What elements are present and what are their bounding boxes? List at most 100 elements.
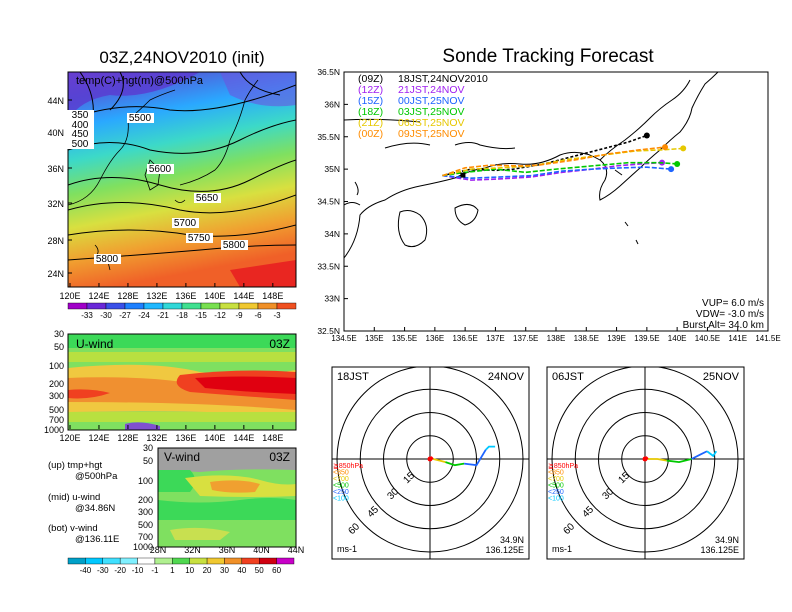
v-y-tick-label: 100 [138, 476, 153, 486]
track-lon-tick-label: 139.5E [634, 334, 659, 343]
sonde-tracks [442, 132, 687, 181]
contour-label-bg [147, 164, 174, 174]
hodograph-lon: 136.125E [485, 545, 524, 555]
hodograph-date: 24NOV [488, 371, 525, 383]
track-lon-tick-label: 138.5E [574, 334, 599, 343]
contour-label-text: 5600 [149, 164, 172, 175]
param-line: Burst Alt= 34.0 km [683, 320, 764, 331]
contour-label-bg [172, 218, 199, 228]
legend-text: 18JST,24NOV2010 [398, 73, 488, 85]
track-line-4 [442, 147, 684, 177]
track-lon-tick-label: 135.5E [392, 334, 417, 343]
u-wind-field [68, 334, 296, 430]
legend-key: (15Z) [358, 95, 383, 107]
u-y-tick-label: 500 [49, 405, 64, 415]
contour-label-text: 400 [72, 120, 89, 131]
u-wind-label: U-wind [76, 337, 113, 351]
legend-key: (21Z) [358, 117, 383, 129]
lon-tick-label: 128E [117, 291, 138, 301]
hodograph-segment [691, 450, 708, 460]
hodograph-legend-item: ≧850hPa [548, 463, 578, 470]
map-frame [67, 71, 297, 288]
track-legend: (09Z) 18JST,24NOV2010 (12Z) 21JST,24NOV (15Z… [358, 73, 488, 140]
map-lat-ticks: 44N 40N 36N 32N 28N 24N [47, 96, 72, 279]
contour-label: 5600 [147, 164, 174, 175]
lon-tick-label: 144E [233, 291, 254, 301]
hodograph-time: 06JST [552, 371, 584, 383]
lon-tick-label: 124E [88, 433, 109, 443]
track-lat-ticks: 36.5N 36N 35.5N 35N 34.5N 34N 33.5N 33N 32.5N [317, 67, 348, 336]
track-lon-tick-label: 140.5E [695, 334, 720, 343]
colorbar-label: -30 [100, 311, 112, 320]
lon-tick-label: 148E [262, 433, 283, 443]
v-y-tick-label: 500 [138, 520, 153, 530]
hodograph-origin [427, 456, 433, 462]
note-title: (up) tmp+hgt [48, 460, 102, 471]
track-lon-tick-label: 140E [668, 334, 687, 343]
legend-key: (00Z) [358, 128, 383, 140]
contour-label-text: 5650 [196, 193, 219, 204]
u-wind-frame [67, 333, 297, 431]
v-x-tick-label: 44N [288, 545, 305, 555]
lon-tick-label: 132E [146, 291, 167, 301]
contour-label-bg [127, 113, 154, 123]
hodograph-legend-item: <100 [548, 496, 564, 503]
hodograph-time: 18JST [337, 371, 369, 383]
lon-tick-label: 124E [88, 291, 109, 301]
v-wind-field [158, 448, 296, 547]
wind-colorbar: -40 -30 -20 -10 -1 1 10 20 30 40 50 60 [67, 557, 295, 575]
track-lon-tick-label: 138E [547, 334, 566, 343]
contour-label: 5500 [127, 113, 154, 124]
legend-key: (18Z) [358, 106, 383, 118]
hodograph-segment [666, 458, 692, 464]
u-y-tick-label: 700 [49, 415, 64, 425]
track-lat-tick-label: 35N [324, 164, 340, 174]
hodograph-unit: ms-1 [337, 544, 357, 554]
lat-tick-label: 44N [47, 96, 64, 106]
lon-tick-label: 128E [117, 433, 138, 443]
track-lon-ticks: 134.5E 135E 135.5E 136E 136.5E 137E 137.5E 138E… [331, 327, 781, 343]
colorbar-cell [257, 302, 278, 310]
track-line-5 [442, 146, 666, 177]
colorbar-cell [172, 557, 190, 565]
colorbar-label: 10 [185, 566, 194, 575]
hodograph-legend-item: <500 [333, 483, 349, 490]
hodograph-origin [642, 456, 648, 462]
v-x-tick-label: 32N [184, 545, 201, 555]
colorbar-cell [181, 302, 202, 310]
lon-tick-label: 132E [146, 433, 167, 443]
contour-label: 5800 [221, 240, 248, 251]
hodograph-unit: ms-1 [552, 544, 572, 554]
hodograph-segment [463, 449, 487, 467]
u-y-tick-label: 30 [54, 329, 64, 339]
v-y-tick-label: 30 [143, 443, 153, 453]
track-end-point [668, 166, 675, 173]
contour-label-text: 450 [72, 129, 89, 140]
colorbar-cell [276, 302, 297, 310]
note-sub: @500hPa [75, 471, 118, 482]
hodograph-segment [445, 461, 465, 467]
track-lat-tick-label: 33.5N [317, 261, 340, 271]
lon-tick-label: 140E [204, 291, 225, 301]
colorbar-label: 50 [255, 566, 264, 575]
contour-label: 5650 [194, 193, 221, 204]
colorbar-cell [189, 557, 208, 565]
contour-label-bg [221, 240, 248, 250]
contour-label-bg [67, 139, 94, 149]
colorbar-label: 20 [203, 566, 212, 575]
lat-tick-label: 40N [47, 128, 64, 138]
v-wind-time: 03Z [269, 450, 290, 464]
lat-tick-label: 28N [47, 236, 64, 246]
legend-text: 03JST,25NOV [398, 106, 465, 118]
track-lat-tick-label: 34N [324, 229, 340, 239]
colorbar-label: -21 [157, 311, 169, 320]
track-end-point [662, 144, 669, 151]
colorbar-label: -27 [119, 311, 131, 320]
hodograph-legend-item: <700 [333, 476, 349, 483]
track-end-point [643, 132, 650, 139]
colorbar-cell [86, 302, 107, 310]
colorbar-cell [119, 557, 138, 565]
track-lon-tick-label: 139E [607, 334, 626, 343]
